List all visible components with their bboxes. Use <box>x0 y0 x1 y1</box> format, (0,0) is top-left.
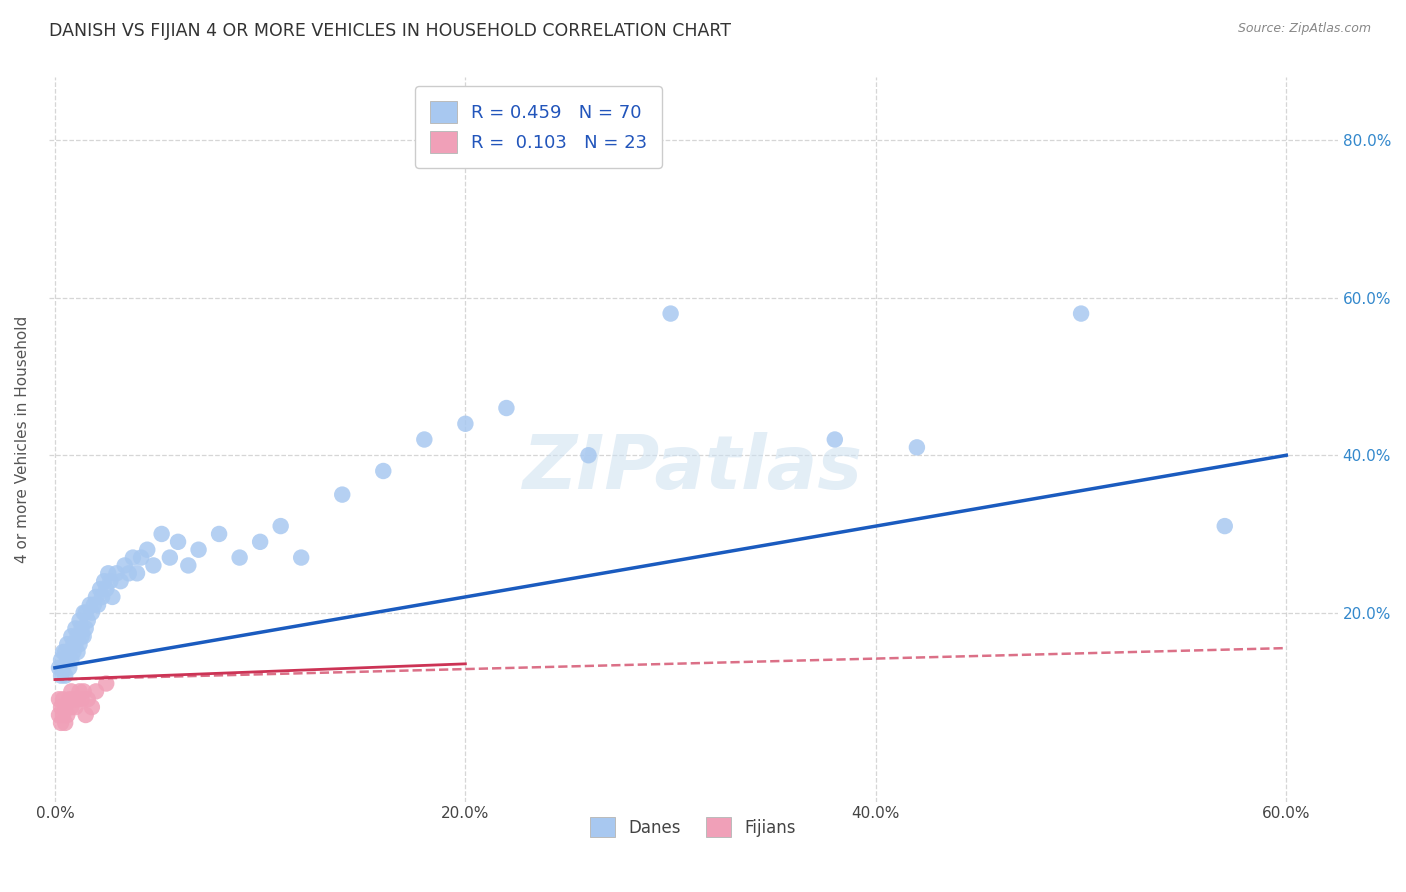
Point <box>56 653 79 667</box>
Point <box>228 550 250 565</box>
Point <box>142 558 165 573</box>
Point <box>129 550 152 565</box>
Point <box>93 574 115 589</box>
Point <box>70 692 93 706</box>
Point <box>69 684 91 698</box>
Point <box>79 598 101 612</box>
Point <box>413 433 436 447</box>
Point <box>76 614 98 628</box>
Point <box>58 692 80 706</box>
Point <box>60 684 83 698</box>
Text: ZIPatlas: ZIPatlas <box>523 432 863 505</box>
Point <box>905 441 928 455</box>
Point <box>84 684 107 698</box>
Point <box>62 637 84 651</box>
Point <box>105 566 128 581</box>
Point <box>66 629 89 643</box>
Text: Source: ZipAtlas.com: Source: ZipAtlas.com <box>1237 22 1371 36</box>
Point <box>62 645 84 659</box>
Point <box>65 621 87 635</box>
Point <box>72 684 94 698</box>
Point <box>177 558 200 573</box>
Point <box>98 574 121 589</box>
Point <box>75 606 97 620</box>
Point <box>125 566 148 581</box>
Point <box>69 637 91 651</box>
Point <box>270 519 292 533</box>
Point <box>249 534 271 549</box>
Point <box>60 653 83 667</box>
Point <box>659 307 682 321</box>
Point <box>53 700 76 714</box>
Point <box>1213 519 1236 533</box>
Point <box>49 715 72 730</box>
Point <box>110 574 132 589</box>
Point <box>159 550 181 565</box>
Point <box>53 715 76 730</box>
Point <box>49 700 72 714</box>
Point <box>91 590 114 604</box>
Point <box>52 708 75 723</box>
Point <box>101 590 124 604</box>
Point <box>136 542 159 557</box>
Point <box>208 527 231 541</box>
Point <box>52 661 75 675</box>
Point <box>454 417 477 431</box>
Point <box>97 566 120 581</box>
Point <box>122 550 145 565</box>
Point <box>48 708 70 723</box>
Point <box>66 692 89 706</box>
Point <box>72 629 94 643</box>
Point <box>83 598 105 612</box>
Point <box>62 692 84 706</box>
Point <box>48 692 70 706</box>
Point <box>96 676 118 690</box>
Point <box>80 700 103 714</box>
Point <box>49 668 72 682</box>
Point <box>150 527 173 541</box>
Point <box>56 637 79 651</box>
Point <box>373 464 395 478</box>
Point <box>72 606 94 620</box>
Point <box>96 582 118 596</box>
Point <box>58 661 80 675</box>
Point <box>53 645 76 659</box>
Point <box>87 598 110 612</box>
Point <box>60 700 83 714</box>
Point <box>58 645 80 659</box>
Legend: Danes, Fijians: Danes, Fijians <box>583 810 803 844</box>
Point <box>187 542 209 557</box>
Point <box>60 629 83 643</box>
Point <box>56 708 79 723</box>
Point <box>65 637 87 651</box>
Point <box>80 606 103 620</box>
Point <box>330 487 353 501</box>
Point <box>75 621 97 635</box>
Point <box>66 645 89 659</box>
Point <box>114 558 136 573</box>
Point <box>578 448 600 462</box>
Point <box>118 566 141 581</box>
Point <box>70 629 93 643</box>
Point <box>84 590 107 604</box>
Text: DANISH VS FIJIAN 4 OR MORE VEHICLES IN HOUSEHOLD CORRELATION CHART: DANISH VS FIJIAN 4 OR MORE VEHICLES IN H… <box>49 22 731 40</box>
Point <box>89 582 111 596</box>
Point <box>52 692 75 706</box>
Point <box>49 653 72 667</box>
Point <box>70 621 93 635</box>
Point <box>167 534 190 549</box>
Point <box>1070 307 1092 321</box>
Point <box>75 708 97 723</box>
Point <box>495 401 517 415</box>
Point <box>53 668 76 682</box>
Y-axis label: 4 or more Vehicles in Household: 4 or more Vehicles in Household <box>15 316 30 563</box>
Point <box>52 645 75 659</box>
Point <box>69 614 91 628</box>
Point <box>65 700 87 714</box>
Point <box>48 661 70 675</box>
Point <box>290 550 312 565</box>
Point <box>76 692 98 706</box>
Point <box>824 433 846 447</box>
